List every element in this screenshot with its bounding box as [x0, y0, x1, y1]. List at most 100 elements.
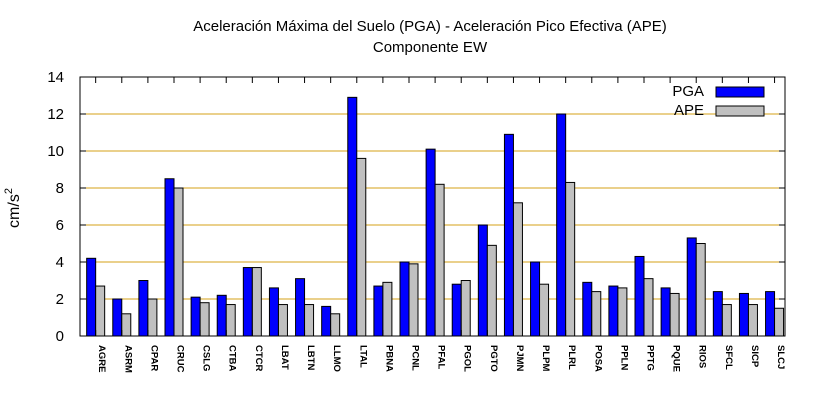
x-tick-label: LTAL: [357, 345, 368, 368]
bar-pga-pcnl: [399, 261, 410, 337]
bar-pga-plpm: [530, 261, 541, 337]
bar-ape-pbna: [382, 281, 393, 337]
bar-ape-pgol: [460, 280, 471, 337]
bar-ape-rios: [695, 243, 706, 337]
legend-label-ape: APE: [674, 102, 704, 119]
x-tick-label: LLMO: [331, 345, 342, 372]
legend: PGA APE: [672, 83, 765, 119]
bar-ape-sfcl: [721, 304, 732, 337]
bar-ape-plrl: [565, 181, 576, 337]
bar-pga-rios: [686, 237, 697, 337]
x-tick-label: POSA: [592, 345, 603, 372]
x-tick-label: PCNL: [410, 345, 421, 371]
bars: [86, 96, 785, 337]
x-tick-label: ASRM: [122, 345, 133, 373]
bar-pga-pbna: [373, 285, 384, 337]
bar-pga-cruc: [164, 178, 175, 337]
legend-swatch-ape: [715, 105, 765, 117]
bar-pga-lbtn: [295, 278, 306, 337]
y-tick-label: 4: [56, 254, 64, 271]
bar-ape-pcnl: [408, 263, 419, 337]
bar-pga-asrm: [112, 298, 123, 337]
y-axis-label: cm/s2: [3, 188, 23, 228]
bar-pga-agre: [86, 257, 97, 337]
x-tick-label: PJMN: [514, 345, 525, 372]
bar-pga-sicp: [738, 292, 749, 337]
legend-swatch-pga: [715, 86, 765, 98]
x-tick-label: PPLN: [618, 345, 629, 370]
x-axis: AGRE ASRM CPAR CRUC CSLG CTBA CTCR LBAT LBTN LLMO…: [95, 77, 786, 373]
bar-pga-sfcl: [712, 291, 723, 337]
bar-pga-pgol: [451, 283, 462, 337]
bar-ape-ltal: [356, 157, 367, 337]
y-axis: 0 2 4 6 8 10 12 14: [47, 69, 785, 345]
chart-title: Aceleración Máxima del Suelo (PGA) - Ace…: [193, 18, 667, 35]
y-tick-label: 6: [56, 217, 64, 234]
x-tick-label: SLCJ: [775, 345, 786, 369]
x-tick-label: PLRL: [566, 345, 577, 370]
plot-frame: [79, 76, 786, 337]
bar-ape-agre: [95, 285, 106, 337]
bar-ape-posa: [591, 291, 602, 337]
bar-pga-pque: [660, 287, 671, 337]
x-tick-label: SFCL: [723, 345, 734, 370]
bar-pga-plrl: [556, 113, 567, 337]
x-tick-label: PBNA: [383, 345, 394, 372]
bar-ape-ctcr: [251, 267, 262, 337]
x-tick-label: PGTO: [488, 345, 499, 372]
x-tick-label: PPTG: [645, 345, 656, 371]
bar-pga-ltal: [347, 96, 358, 337]
bar-ape-llmo: [330, 313, 341, 337]
bar-ape-lbat: [277, 304, 288, 337]
bar-ape-asrm: [121, 313, 132, 337]
x-tick-label: SICP: [749, 345, 760, 368]
bar-pga-cslg: [190, 296, 201, 337]
bar-pga-pgto: [477, 224, 488, 337]
y-tick-label: 8: [56, 180, 64, 197]
bar-ape-sicp: [747, 304, 758, 337]
y-tick-label: 0: [56, 328, 64, 345]
y-tick-label: 14: [47, 69, 64, 86]
x-tick-label: CTCR: [253, 345, 264, 372]
bar-ape-pgto: [486, 244, 497, 337]
y-tick-label: 10: [47, 143, 64, 160]
x-tick-label: CSLG: [201, 345, 212, 371]
bar-ape-ctba: [225, 304, 236, 337]
x-tick-label: RIOS: [697, 345, 708, 368]
bar-pga-ctcr: [242, 267, 253, 337]
bar-pga-llmo: [321, 305, 332, 337]
x-tick-label: CRUC: [175, 345, 186, 373]
bar-pga-pjmn: [503, 133, 514, 337]
bar-pga-ctba: [216, 294, 227, 337]
bar-ape-ppln: [617, 287, 628, 337]
bar-ape-pptg: [643, 278, 654, 337]
legend-label-pga: PGA: [672, 83, 704, 100]
bar-ape-lbtn: [304, 304, 315, 337]
bar-ape-slcj: [774, 307, 785, 337]
x-tick-label: PQUE: [671, 345, 682, 372]
x-tick-label: CPAR: [148, 345, 159, 371]
bar-ape-cpar: [147, 298, 158, 337]
x-tick-label: AGRE: [96, 345, 107, 372]
bar-pga-pfal: [425, 148, 436, 337]
y-tick-label: 12: [47, 106, 64, 123]
bar-ape-pque: [669, 292, 680, 337]
chart-subtitle: Componente EW: [373, 39, 488, 56]
bar-pga-pptg: [634, 255, 645, 337]
bar-pga-lbat: [268, 287, 279, 337]
bar-ape-pjmn: [512, 202, 523, 337]
bar-pga-cpar: [138, 280, 149, 337]
bar-pga-slcj: [765, 291, 776, 337]
bar-ape-plpm: [539, 283, 550, 337]
x-tick-label: LBAT: [279, 345, 290, 370]
x-tick-label: CTBA: [227, 345, 238, 372]
x-tick-label: PLPM: [540, 345, 551, 371]
y-tick-label: 2: [56, 291, 64, 308]
bar-ape-pfal: [434, 183, 445, 337]
x-tick-label: LBTN: [305, 345, 316, 370]
bar-pga-ppln: [608, 285, 619, 337]
bar-ape-cslg: [199, 302, 210, 337]
bar-pga-posa: [582, 281, 593, 337]
